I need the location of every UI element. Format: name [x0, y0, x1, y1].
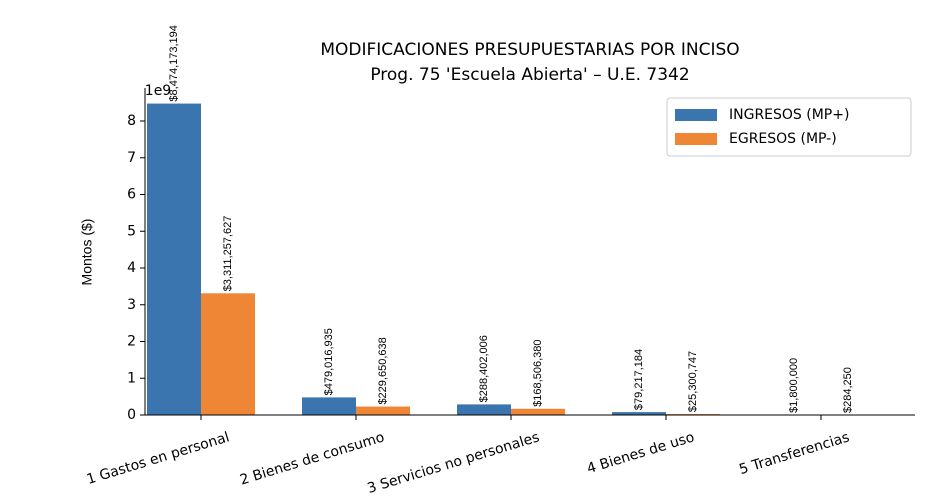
legend-swatch — [675, 133, 717, 145]
value-label: $479,016,935 — [323, 328, 335, 395]
bar — [356, 406, 410, 415]
y-tick-label: 1 — [127, 370, 136, 386]
value-label: $8,474,173,194 — [168, 25, 180, 101]
y-axis-label: Montos ($) — [79, 219, 95, 286]
y-tick-label: 8 — [127, 113, 136, 129]
y-tick-label: 4 — [127, 260, 136, 276]
legend-swatch — [675, 109, 717, 121]
value-label: $288,402,006 — [478, 335, 490, 402]
y-tick-label: 3 — [127, 297, 136, 313]
value-label: $79,217,184 — [633, 349, 645, 410]
bar — [201, 293, 255, 415]
y-tick-label: 6 — [127, 187, 136, 203]
legend-label: INGRESOS (MP+) — [729, 107, 849, 123]
x-tick-label: 2 Bienes de consumo — [238, 429, 386, 488]
value-label: $25,300,747 — [687, 351, 699, 412]
bar — [457, 404, 511, 415]
y-tick-label: 2 — [127, 334, 136, 350]
x-tick-label: 3 Servicios no personales — [366, 429, 542, 497]
legend-box — [666, 97, 912, 157]
value-label: $284,250 — [842, 367, 854, 413]
y-tick-label: 5 — [127, 223, 136, 239]
bar — [147, 103, 201, 415]
y-offset-label: 1e9 — [145, 83, 171, 99]
chart-title: MODIFICACIONES PRESUPUESTARIAS POR INCIS… — [320, 40, 739, 60]
y-tick-label: 0 — [127, 407, 136, 423]
bar — [511, 408, 565, 415]
y-tick-label: 7 — [127, 150, 136, 166]
chart-subtitle: Prog. 75 'Escuela Abierta' – U.E. 7342 — [370, 65, 689, 85]
bar — [612, 412, 666, 415]
x-tick-label: 1 Gastos en personal — [85, 429, 231, 488]
x-tick-label: 5 Transferencias — [737, 429, 851, 478]
bar — [302, 397, 356, 415]
value-label: $229,650,638 — [377, 337, 389, 404]
x-tick-label: 4 Bienes de uso — [585, 429, 696, 477]
value-label: $3,311,257,627 — [222, 216, 234, 292]
value-label: $1,800,000 — [788, 358, 800, 413]
legend-label: EGRESOS (MP-) — [729, 131, 837, 147]
value-label: $168,506,380 — [532, 340, 544, 407]
